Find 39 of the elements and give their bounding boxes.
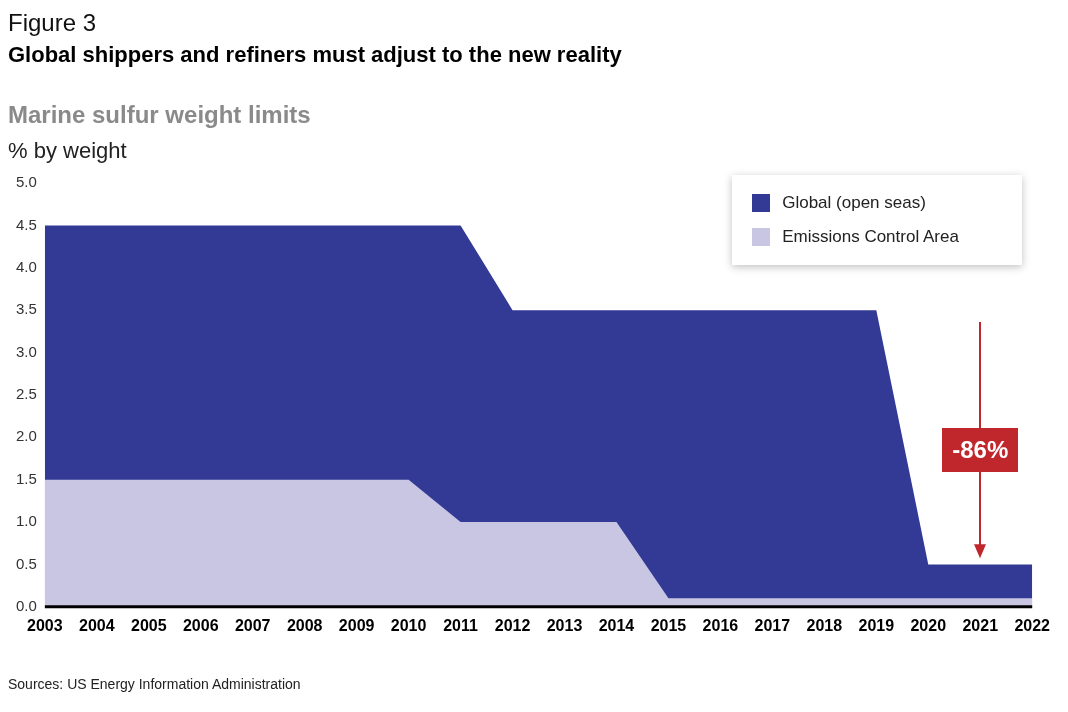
y-tick-label: 1.0 xyxy=(15,512,37,530)
chart-title: Global shippers and refiners must adjust to the new reality xyxy=(8,41,623,69)
x-tick-label: 2017 xyxy=(754,616,791,634)
x-tick-label: 2014 xyxy=(598,616,635,634)
y-tick-label: 4.0 xyxy=(15,257,37,275)
x-tick-label: 2021 xyxy=(962,616,999,634)
x-tick-label: 2003 xyxy=(27,616,63,634)
x-tick-label: 2015 xyxy=(650,616,687,634)
x-tick-label: 2018 xyxy=(806,616,843,634)
source-note: Sources: US Energy Information Administration xyxy=(8,676,302,692)
x-tick-label: 2009 xyxy=(338,616,375,634)
x-tick-label: 2016 xyxy=(702,616,739,634)
x-tick-label: 2022 xyxy=(1014,616,1051,634)
x-tick-label: 2012 xyxy=(494,616,531,634)
y-tick-label: 3.5 xyxy=(15,300,37,318)
y-tick-label: 5.0 xyxy=(15,173,37,191)
y-tick-label: 0.0 xyxy=(15,596,37,614)
x-tick-label: 2008 xyxy=(286,616,323,634)
y-tick-label: 4.5 xyxy=(15,215,37,233)
y-tick-label: 2.0 xyxy=(15,427,37,445)
x-tick-label: 2013 xyxy=(546,616,583,634)
x-tick-label: 2006 xyxy=(182,616,219,634)
x-tick-label: 2007 xyxy=(234,616,271,634)
y-tick-label: 1.5 xyxy=(15,469,37,487)
y-axis-title: % by weight xyxy=(8,137,128,165)
y-tick-label: 0.5 xyxy=(15,554,37,572)
caption: Figure 3 xyxy=(8,8,98,38)
y-tick-label: 3.0 xyxy=(15,342,37,360)
x-tick-label: 2010 xyxy=(390,616,427,634)
legend-label: Emissions Control Area xyxy=(782,227,959,247)
chart-subtitle: Marine sulfur weight limits xyxy=(8,100,312,130)
legend-label: Global (open seas) xyxy=(782,193,926,213)
y-tick-label: 2.5 xyxy=(15,385,37,403)
x-tick-label: 2004 xyxy=(79,616,115,634)
x-tick-label: 2005 xyxy=(130,616,167,634)
x-tick-label: 2011 xyxy=(443,616,479,634)
x-tick-label: 2019 xyxy=(858,616,895,634)
annotation: -86% xyxy=(942,427,1019,472)
x-tick-label: 2020 xyxy=(910,616,947,634)
